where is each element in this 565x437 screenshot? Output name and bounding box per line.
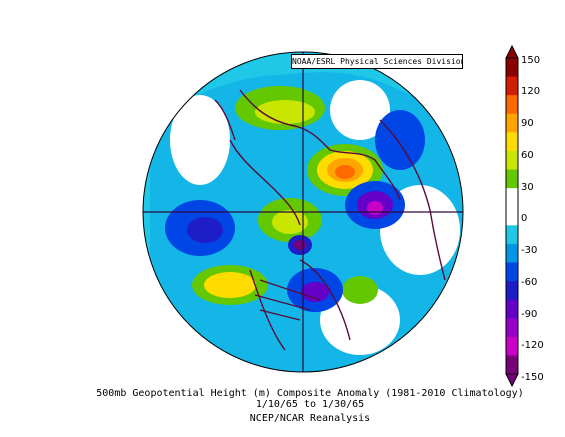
colorbar-segment <box>506 169 518 189</box>
colorbar-tick-label: -90 <box>521 309 538 320</box>
colorbar-tick-label: 0 <box>521 213 528 224</box>
colorbar-min-arrow <box>505 373 519 388</box>
colorbar-max-arrow <box>505 44 519 59</box>
colorbar-segment <box>506 150 518 171</box>
anomaly-field <box>150 72 463 372</box>
colorbar-segment <box>506 188 518 208</box>
coastlines <box>214 89 446 351</box>
colorbar-segment <box>506 336 518 356</box>
credit-label: NOAA/ESRL Physical Sciences Division <box>291 54 463 69</box>
colorbar-tick-label: -150 <box>521 372 544 383</box>
colorbar-tick-label: 60 <box>521 150 534 161</box>
colorbar-segment <box>506 76 518 96</box>
colorbar-segment <box>506 243 518 263</box>
colorbar-segment <box>506 355 518 375</box>
colorbar-segment <box>506 318 518 338</box>
caption-source: NCEP/NCAR Reanalysis <box>249 413 371 424</box>
colorbar <box>505 44 519 388</box>
colorbar-segment <box>506 206 518 226</box>
colorbar-segment <box>506 113 518 133</box>
caption-title: 500mb Geopotential Height (m) Composite … <box>96 388 524 399</box>
colorbar-tick-label: 120 <box>521 86 541 97</box>
map-border <box>142 51 464 373</box>
colorbar-segment <box>506 262 518 282</box>
colorbar-segment <box>506 225 518 245</box>
colorbar-segment <box>506 95 518 115</box>
colorbar-tick-label: 30 <box>521 182 534 193</box>
colorbar-segment <box>506 281 518 301</box>
colorbar-tick-label: 150 <box>521 55 541 66</box>
caption-dates: 1/10/65 to 1/30/65 <box>255 399 365 410</box>
colorbar-segment <box>506 58 518 78</box>
colorbar-segment <box>506 299 518 319</box>
colorbar-tick-label: 90 <box>521 118 534 129</box>
colorbar-tick-label: -30 <box>521 245 538 256</box>
graticule <box>143 52 463 372</box>
colorbar-tick-label: -120 <box>521 340 544 351</box>
colorbar-tick-label: -60 <box>521 277 538 288</box>
colorbar-segment <box>506 132 518 152</box>
